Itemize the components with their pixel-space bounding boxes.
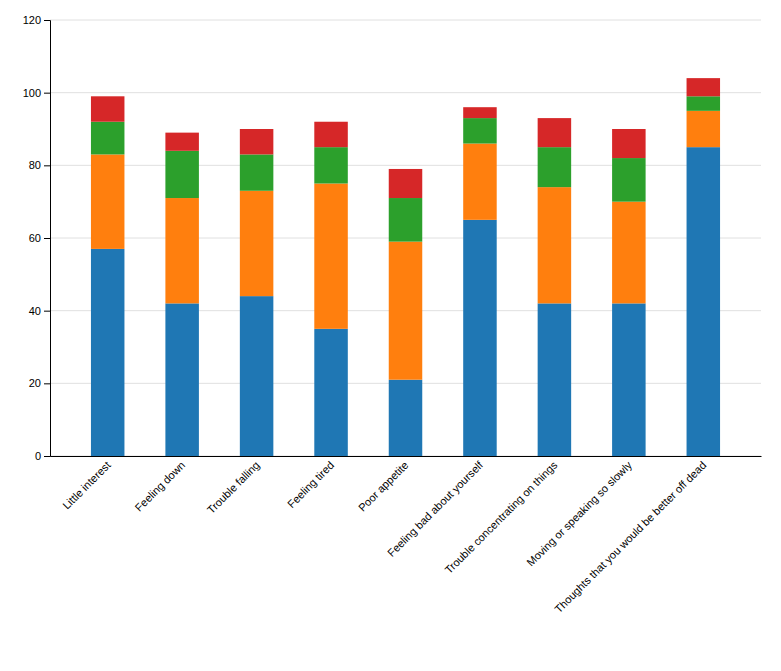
bar <box>538 187 572 303</box>
x-tick: Little interest <box>60 459 113 512</box>
bar <box>240 154 274 190</box>
grid-line <box>50 92 761 93</box>
x-tick: Feeling down <box>132 459 187 514</box>
y-axis: 0 20 40 60 80 100 120 <box>23 14 51 462</box>
chart: Little interest Feeling down Trouble falli… <box>0 0 781 671</box>
bar <box>687 78 721 96</box>
x-tick-label: Poor appetite <box>356 459 411 514</box>
y-tick-mark <box>44 456 50 457</box>
x-axis-line <box>51 456 762 457</box>
x-tick-label: Trouble falling <box>205 459 262 516</box>
y-tick-label: 100 <box>23 87 41 99</box>
bar <box>389 169 423 198</box>
grid-line <box>50 20 761 21</box>
bar <box>240 296 274 456</box>
bar <box>538 147 572 187</box>
x-axis: Little interest Feeling down Trouble falli… <box>51 457 762 616</box>
bar <box>165 133 199 151</box>
bar <box>91 154 125 248</box>
bar <box>91 122 125 155</box>
y-tick-mark <box>44 383 50 384</box>
x-tick: Thoughts that you would be better off de… <box>552 459 708 615</box>
y-axis-line <box>44 21 51 457</box>
bar <box>463 118 497 143</box>
y-tick-label: 80 <box>29 159 41 171</box>
y-tick-label: 60 <box>29 232 41 244</box>
bar <box>240 191 274 296</box>
y-tick-mark <box>44 165 50 166</box>
bar-series <box>91 111 720 380</box>
bar <box>612 158 646 202</box>
bar <box>389 242 423 380</box>
x-tick-label: Feeling tired <box>285 459 336 510</box>
plot-area <box>91 78 720 456</box>
y-tick: 100 <box>23 87 50 99</box>
bar <box>612 129 646 158</box>
y-tick-mark <box>44 20 50 21</box>
bar <box>389 198 423 242</box>
y-tick-label: 120 <box>23 14 41 26</box>
bar <box>165 198 199 303</box>
x-tick: Trouble falling <box>205 459 262 516</box>
grid <box>50 20 761 456</box>
bar <box>538 118 572 147</box>
x-tick: Poor appetite <box>356 459 411 514</box>
bar <box>314 329 348 456</box>
bar <box>612 202 646 304</box>
y-tick: 120 <box>23 14 50 26</box>
bar <box>314 147 348 183</box>
bar <box>612 303 646 456</box>
y-tick: 40 <box>29 305 50 317</box>
y-tick-label: 40 <box>29 305 41 317</box>
y-tick-mark <box>44 238 50 239</box>
bar <box>91 249 125 456</box>
bar <box>463 144 497 220</box>
bar <box>389 380 423 456</box>
bar <box>240 129 274 154</box>
x-tick-label: Feeling down <box>132 459 187 514</box>
bar <box>165 303 199 456</box>
bar-series <box>91 147 720 456</box>
bar-series <box>91 78 720 198</box>
bar <box>314 122 348 147</box>
bar <box>463 220 497 456</box>
y-tick: 80 <box>29 159 50 171</box>
bar <box>165 151 199 198</box>
y-tick-label: 20 <box>29 377 41 389</box>
bar <box>538 303 572 456</box>
bar <box>687 111 721 147</box>
y-tick-mark <box>44 93 50 94</box>
y-tick-mark <box>44 311 50 312</box>
bar <box>314 184 348 329</box>
bar <box>687 147 721 456</box>
y-tick: 60 <box>29 232 50 244</box>
bar <box>91 96 125 121</box>
y-tick-label: 0 <box>35 450 41 462</box>
x-tick: Feeling tired <box>285 459 336 510</box>
y-tick: 20 <box>29 377 50 389</box>
y-tick: 0 <box>35 450 50 462</box>
bar-series <box>91 96 720 241</box>
x-tick-label: Thoughts that you would be better off de… <box>552 459 708 615</box>
bar <box>687 96 721 111</box>
grid-line <box>50 165 761 166</box>
bar <box>463 107 497 118</box>
x-tick-label: Little interest <box>60 459 113 512</box>
